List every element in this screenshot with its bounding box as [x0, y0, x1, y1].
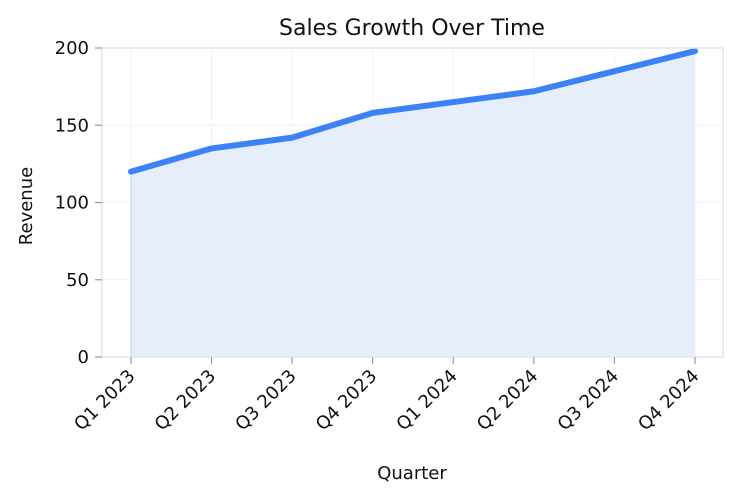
- x-tick-label: Q4 2023: [312, 366, 381, 435]
- y-tick-label: 200: [55, 38, 89, 59]
- x-tick-label: Q4 2024: [634, 366, 703, 435]
- x-axis-label: Quarter: [377, 463, 447, 484]
- x-tick-label: Q2 2024: [473, 366, 542, 435]
- data-point: [370, 110, 376, 116]
- data-point: [128, 169, 134, 175]
- x-axis: Q1 2023 Q2 2023 Q3 2023 Q4 2023 Q1 2024 Q2 20…: [70, 357, 704, 435]
- y-axis-label: Revenue: [16, 167, 37, 245]
- data-point: [531, 88, 537, 94]
- data-point: [450, 99, 456, 105]
- chart-title: Sales Growth Over Time: [279, 16, 545, 41]
- data-point: [289, 135, 295, 141]
- y-tick-label: 150: [55, 115, 89, 136]
- data-point: [209, 145, 215, 151]
- y-axis: 0 50 100 150 200: [55, 38, 102, 368]
- area-fill: [131, 51, 695, 358]
- x-tick-label: Q3 2023: [231, 366, 300, 435]
- x-tick-label: Q3 2024: [554, 366, 623, 435]
- y-tick-label: 50: [66, 270, 89, 291]
- data-point: [692, 48, 698, 54]
- series-line: [128, 48, 698, 175]
- x-tick-label: Q1 2024: [392, 366, 461, 435]
- data-point: [611, 68, 617, 74]
- y-tick-label: 100: [55, 193, 89, 214]
- x-tick-label: Q2 2023: [151, 366, 220, 435]
- area-layer: [130, 51, 695, 358]
- line-layer: [128, 48, 698, 175]
- x-tick-label: Q1 2023: [70, 366, 139, 435]
- y-tick-label: 0: [78, 347, 89, 368]
